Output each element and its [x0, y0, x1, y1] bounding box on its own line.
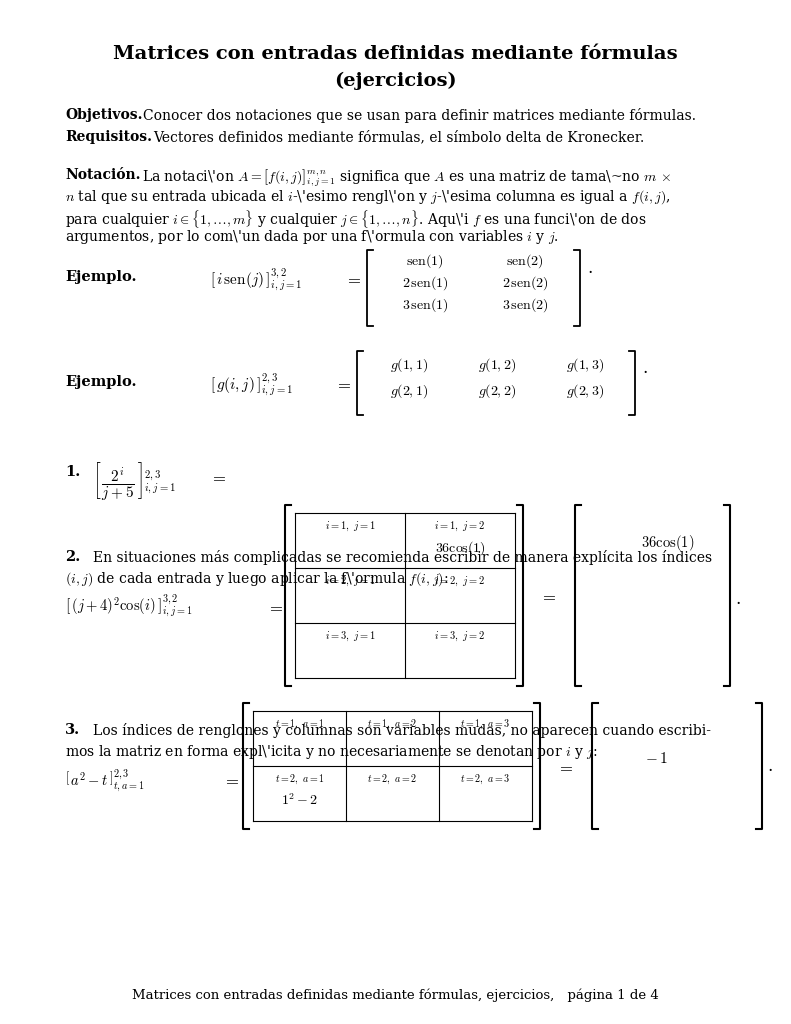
Text: $1^2-2$: $1^2-2$ — [281, 792, 318, 808]
Text: $=$: $=$ — [345, 270, 362, 287]
Text: .: . — [642, 360, 647, 377]
Text: $g(2,3)$: $g(2,3)$ — [566, 382, 604, 400]
Text: $t=1,\ a=1$: $t=1,\ a=1$ — [274, 718, 324, 731]
Text: $i=1,\ j=1$: $i=1,\ j=1$ — [324, 520, 376, 534]
Text: Requisitos.: Requisitos. — [65, 130, 152, 144]
Text: $t=1,\ a=3$: $t=1,\ a=3$ — [460, 718, 511, 731]
Text: Vectores definidos mediante fórmulas, el símbolo delta de Kronecker.: Vectores definidos mediante fórmulas, el… — [153, 130, 644, 144]
Text: $36\cos(1)$: $36\cos(1)$ — [642, 534, 694, 553]
Text: Notación.: Notación. — [65, 168, 141, 182]
Text: $i=3,\ j=1$: $i=3,\ j=1$ — [324, 630, 376, 643]
Text: .: . — [735, 591, 740, 607]
Text: $i=2,\ j=2$: $i=2,\ j=2$ — [434, 575, 486, 589]
Text: .: . — [587, 260, 592, 278]
Text: $t=1,\ a=2$: $t=1,\ a=2$ — [367, 718, 418, 731]
Text: $g(2,2)$: $g(2,2)$ — [478, 382, 516, 400]
Text: 1.: 1. — [65, 465, 80, 479]
Text: $=$: $=$ — [223, 771, 240, 788]
Text: 3.: 3. — [65, 723, 80, 737]
Text: $2\,\mathrm{sen}(1)$: $2\,\mathrm{sen}(1)$ — [402, 274, 448, 292]
Text: $36\cos(1)$: $36\cos(1)$ — [434, 539, 486, 557]
Text: Los índices de renglones y columnas son variables mudas, no aparecen cuando escr: Los índices de renglones y columnas son … — [93, 723, 711, 738]
Text: $n$ tal que su entrada ubicada el $i$-\'esimo rengl\'on y $j$-\'esima columna es: $n$ tal que su entrada ubicada el $i$-\'… — [65, 188, 671, 206]
Text: $-\,1$: $-\,1$ — [645, 751, 668, 766]
Text: $(i,j)$ de cada entrada y luego aplicar la f\'ormula $f(i,j)$:: $(i,j)$ de cada entrada y luego aplicar … — [65, 570, 448, 588]
Text: $\left[\, i\,\mathrm{sen}(j)\,\right]_{i,j=1}^{3,2}$: $\left[\, i\,\mathrm{sen}(j)\,\right]_{i… — [210, 267, 302, 293]
Text: $t=2,\ a=2$: $t=2,\ a=2$ — [367, 773, 418, 786]
Text: $\left[\,a^2-t\,\right]_{t,a=1}^{2,3}$: $\left[\,a^2-t\,\right]_{t,a=1}^{2,3}$ — [65, 768, 145, 795]
Text: 2.: 2. — [65, 550, 80, 564]
Text: $i=3,\ j=2$: $i=3,\ j=2$ — [434, 630, 486, 643]
Text: $g(2,1)$: $g(2,1)$ — [390, 382, 428, 400]
Text: $\left[\,(j+4)^2\cos(i)\,\right]_{i,j=1}^{3,2}$: $\left[\,(j+4)^2\cos(i)\,\right]_{i,j=1}… — [65, 593, 192, 620]
Text: (ejercicios): (ejercicios) — [334, 72, 457, 90]
Text: $=$: $=$ — [335, 375, 352, 392]
Text: Ejemplo.: Ejemplo. — [65, 375, 137, 389]
Text: $=$: $=$ — [267, 598, 284, 615]
Text: $\left[\, g(i,j)\,\right]_{i,j=1}^{2,3}$: $\left[\, g(i,j)\,\right]_{i,j=1}^{2,3}$ — [210, 372, 293, 398]
Text: $g(1,1)$: $g(1,1)$ — [390, 356, 428, 374]
Text: $3\,\mathrm{sen}(1)$: $3\,\mathrm{sen}(1)$ — [402, 296, 448, 314]
Text: Matrices con entradas definidas mediante fórmulas, ejercicios, página 1 de 4: Matrices con entradas definidas mediante… — [132, 989, 659, 1002]
Text: La notaci\'on $A = \left[f(i,j)\right]_{i,j=1}^{m,n}$ significa que $A$ es una m: La notaci\'on $A = \left[f(i,j)\right]_{… — [142, 168, 671, 189]
Text: .: . — [767, 758, 772, 775]
Text: $=$: $=$ — [540, 588, 557, 604]
Text: $g(1,3)$: $g(1,3)$ — [566, 356, 604, 374]
Text: $2\,\mathrm{sen}(2)$: $2\,\mathrm{sen}(2)$ — [501, 274, 548, 292]
Text: Conocer dos notaciones que se usan para definir matrices mediante fórmulas.: Conocer dos notaciones que se usan para … — [143, 108, 696, 123]
Text: Ejemplo.: Ejemplo. — [65, 270, 137, 284]
Text: argumentos, por lo com\'un dada por una f\'ormula con variables $i$ y $j$.: argumentos, por lo com\'un dada por una … — [65, 228, 559, 246]
Text: $i=1,\ j=2$: $i=1,\ j=2$ — [434, 520, 486, 534]
Text: $\mathrm{sen}(1)$: $\mathrm{sen}(1)$ — [406, 252, 444, 270]
Text: $=$: $=$ — [557, 758, 574, 775]
Text: $\left[\,\dfrac{2^i}{j+5}\,\right]_{i,j=1}^{2,3}$: $\left[\,\dfrac{2^i}{j+5}\,\right]_{i,j=… — [93, 461, 176, 502]
Text: $g(1,2)$: $g(1,2)$ — [478, 356, 516, 374]
Text: En situaciones más complicadas se recomienda escribir de manera explícita los ín: En situaciones más complicadas se recomi… — [93, 550, 712, 565]
Text: $\mathrm{sen}(2)$: $\mathrm{sen}(2)$ — [506, 252, 544, 270]
Text: para cualquier $i\in\{1,\ldots,m\}$ y cualquier $j\in\{1,\ldots,n\}$. Aqu\'i $f$: para cualquier $i\in\{1,\ldots,m\}$ y cu… — [65, 208, 646, 230]
Text: Matrices con entradas definidas mediante fórmulas: Matrices con entradas definidas mediante… — [113, 45, 678, 63]
Text: $3\,\mathrm{sen}(2)$: $3\,\mathrm{sen}(2)$ — [501, 296, 548, 314]
Text: Objetivos.: Objetivos. — [65, 108, 142, 122]
Text: $t=2,\ a=1$: $t=2,\ a=1$ — [274, 773, 324, 786]
Text: $t=2,\ a=3$: $t=2,\ a=3$ — [460, 773, 511, 786]
Text: $=$: $=$ — [210, 468, 227, 485]
Text: $i=2,\ j=1$: $i=2,\ j=1$ — [324, 575, 376, 589]
Text: mos la matriz en forma expl\'icita y no necesariamente se denotan por $i$ y $j$:: mos la matriz en forma expl\'icita y no … — [65, 743, 597, 761]
